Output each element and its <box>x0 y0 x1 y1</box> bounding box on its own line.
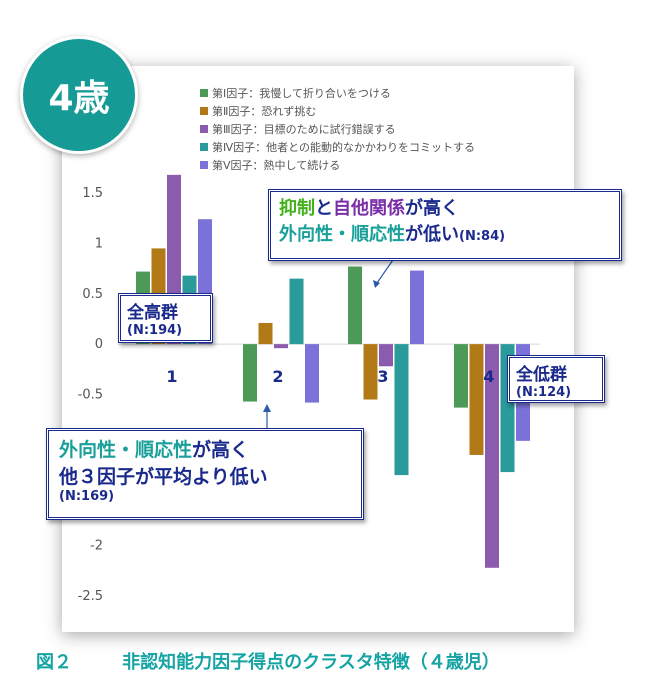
legend-swatch-factor-3 <box>200 125 208 133</box>
bar <box>469 344 484 455</box>
category-label: 3 <box>377 367 388 386</box>
age-badge: 4歳 <box>20 36 138 154</box>
bar <box>485 344 499 568</box>
chart-legend: 第Ⅰ因子：我慢して折り合いをつける 第Ⅱ因子：恐れず挑む 第Ⅲ因子：目標のために… <box>200 84 475 174</box>
y-tick-label: -2.5 <box>78 589 103 604</box>
bar <box>394 344 409 476</box>
callout-cluster-1: 全高群 (N:194) <box>118 293 213 343</box>
legend-item-factor-2: 第Ⅱ因子：恐れず挑む <box>200 102 475 120</box>
bar <box>243 344 257 402</box>
callout-cluster-3: 抑制と自他関係が高く 外向性・順応性が低い(N:84) <box>268 189 622 261</box>
callout-pointer-left-head <box>263 404 271 412</box>
y-tick-label: 1.5 <box>82 186 103 201</box>
y-tick-label: 0 <box>95 337 103 352</box>
legend-item-factor-4: 第Ⅳ因子：他者との能動的なかかわりをコミットする <box>200 138 475 156</box>
category-label: 2 <box>272 367 283 386</box>
legend-swatch-factor-5 <box>200 161 208 169</box>
callout-pointer-top <box>376 256 396 284</box>
figure-caption: 図２ 非認知能力因子得点のクラスタ特徴（４歳児） <box>36 652 500 673</box>
legend-item-factor-3: 第Ⅲ因子：目標のために試行錯誤する <box>200 120 475 138</box>
category-label: 1 <box>166 367 177 386</box>
y-tick-label: -0.5 <box>78 388 103 403</box>
legend-item-factor-5: 第Ⅴ因子：熱中して続ける <box>200 156 475 174</box>
bar <box>379 344 393 367</box>
bar <box>305 344 319 403</box>
y-tick-label: -2 <box>90 539 103 554</box>
legend-swatch-factor-1 <box>200 89 208 97</box>
callout-pointer-top-head <box>373 280 380 288</box>
bar <box>274 344 288 349</box>
callout-cluster-2: 外向性・順応性が高く 他３因子が平均より低い (N:169) <box>46 428 364 520</box>
y-tick-label: 1 <box>95 236 103 251</box>
bar <box>454 344 468 408</box>
bar <box>363 344 378 400</box>
legend-item-factor-1: 第Ⅰ因子：我慢して折り合いをつける <box>200 84 475 102</box>
bar <box>348 266 362 345</box>
callout-cluster-4: 全低群 (N:124) <box>507 355 605 403</box>
bar <box>289 278 304 345</box>
y-tick-label: 0.5 <box>82 287 103 302</box>
legend-swatch-factor-2 <box>200 107 208 115</box>
bar <box>258 322 273 345</box>
category-label: 4 <box>483 367 494 386</box>
bar <box>410 270 424 345</box>
legend-swatch-factor-4 <box>200 143 208 151</box>
